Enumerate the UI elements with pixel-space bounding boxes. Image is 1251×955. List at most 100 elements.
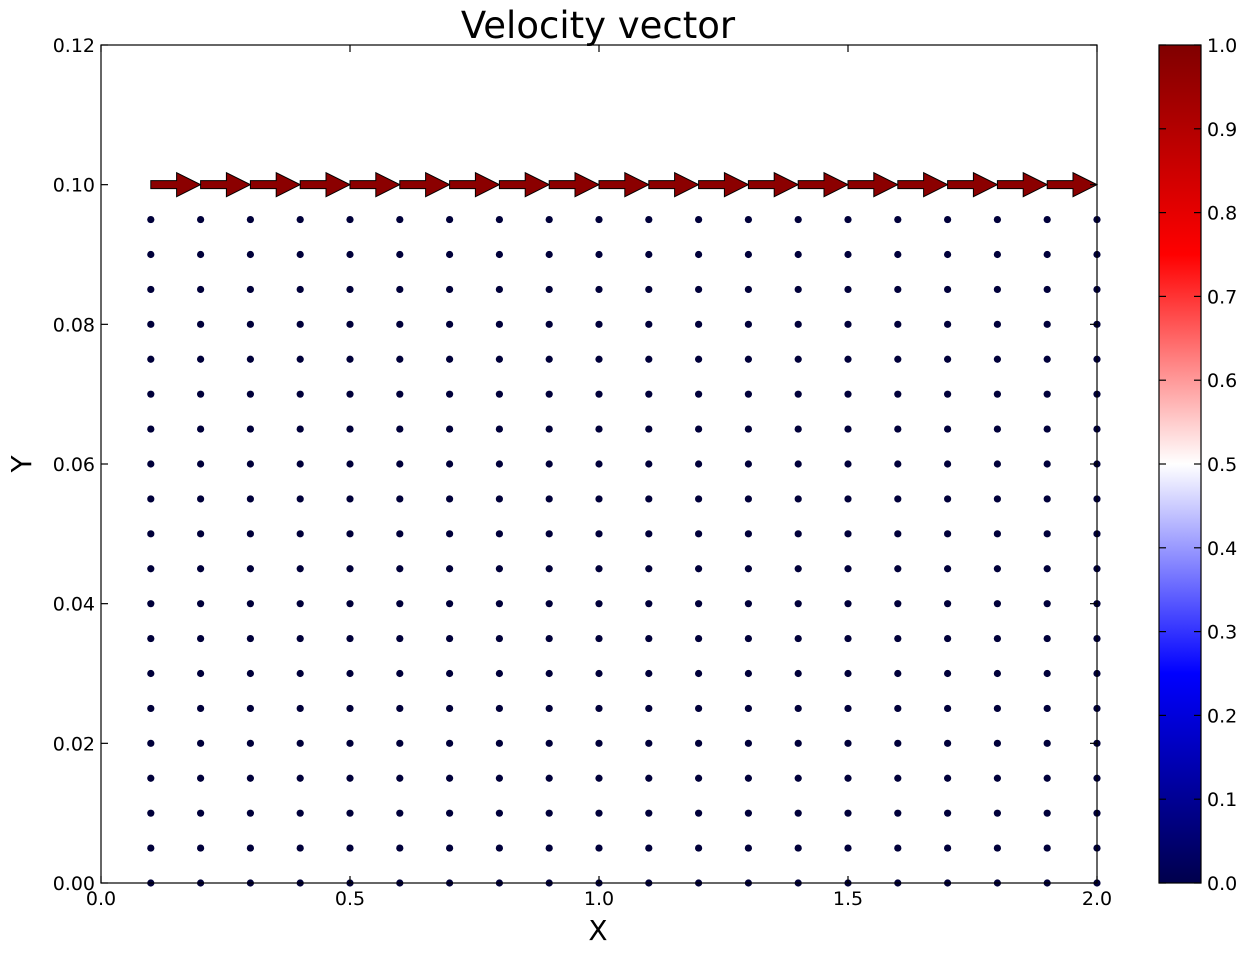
velocity-dot [396, 425, 404, 433]
velocity-dot [944, 250, 952, 259]
velocity-dot [545, 495, 553, 503]
velocity-dot [794, 600, 802, 608]
velocity-dot [595, 530, 603, 538]
y-tick-label: 0.12 [53, 35, 95, 57]
velocity-dot [1043, 215, 1051, 224]
velocity-dot [147, 844, 155, 852]
velocity-dot [695, 704, 703, 713]
velocity-dot [695, 495, 703, 503]
velocity-dot [993, 844, 1002, 852]
velocity-arrow [498, 171, 551, 198]
velocity-dot [794, 809, 802, 817]
velocity-dot [993, 425, 1002, 433]
velocity-dot [446, 355, 454, 363]
velocity-dot [197, 600, 205, 608]
velocity-dot [246, 704, 254, 713]
velocity-dot [246, 390, 254, 398]
velocity-dot [894, 215, 902, 224]
velocity-dot [695, 425, 703, 433]
velocity-dot [744, 600, 753, 608]
velocity-dot [147, 565, 155, 573]
velocity-dot [197, 704, 205, 713]
velocity-dot [595, 809, 603, 817]
velocity-dot [296, 425, 304, 433]
velocity-dot [346, 390, 354, 398]
velocity-dot [695, 634, 703, 643]
velocity-dot [993, 250, 1002, 259]
velocity-dot [744, 320, 753, 328]
velocity-dot [197, 530, 205, 538]
velocity-dot [446, 600, 454, 608]
velocity-dot [744, 355, 753, 363]
velocity-dot [495, 739, 503, 747]
velocity-dot [346, 704, 354, 713]
velocity-dot [993, 355, 1002, 363]
velocity-dot [695, 530, 703, 538]
velocity-dot [944, 634, 952, 643]
velocity-dot [346, 669, 354, 678]
velocity-dot [396, 460, 404, 468]
velocity-dot [844, 844, 852, 852]
velocity-dot [446, 390, 454, 398]
velocity-dot [844, 250, 852, 259]
colorbar-tick-label: 0.5 [1207, 454, 1237, 476]
velocity-dot [246, 739, 254, 747]
velocity-dot [1043, 390, 1051, 398]
velocity-dot [147, 530, 155, 538]
velocity-dot [794, 460, 802, 468]
velocity-dot [1043, 774, 1051, 782]
velocity-dot [794, 495, 802, 503]
x-tick-label: 0.5 [335, 888, 365, 910]
velocity-dot [296, 809, 304, 817]
velocity-dot [695, 460, 703, 468]
velocity-dot [944, 530, 952, 538]
velocity-dot [894, 669, 902, 678]
velocity-dot [197, 739, 205, 747]
velocity-dot [545, 634, 553, 643]
velocity-dot [744, 809, 753, 817]
velocity-dot [495, 530, 503, 538]
velocity-dot [446, 844, 454, 852]
velocity-dot [396, 215, 404, 224]
velocity-dot [296, 774, 304, 782]
velocity-dot [446, 739, 454, 747]
velocity-dot [744, 704, 753, 713]
velocity-dot [147, 495, 155, 503]
velocity-arrow [150, 171, 202, 198]
velocity-dot [844, 320, 852, 328]
velocity-dot [944, 460, 952, 468]
velocity-dot [595, 390, 603, 398]
velocity-dot [794, 320, 802, 328]
velocity-dot [595, 634, 603, 643]
velocity-dot [993, 634, 1002, 643]
velocity-dot [744, 495, 753, 503]
velocity-dot [944, 809, 952, 817]
velocity-dot [495, 565, 503, 573]
velocity-dot [346, 355, 354, 363]
velocity-dot [794, 215, 802, 224]
velocity-dot [844, 460, 852, 468]
velocity-dot [446, 704, 454, 713]
velocity-dot [246, 809, 254, 817]
velocity-dot [396, 600, 404, 608]
velocity-dot [545, 739, 553, 747]
velocity-dot [495, 704, 503, 713]
velocity-dot [894, 355, 902, 363]
velocity-dot [844, 530, 852, 538]
colorbar-tick-label: 0.3 [1207, 622, 1237, 644]
velocity-dot [595, 460, 603, 468]
velocity-dot [794, 774, 802, 782]
velocity-dot [246, 460, 254, 468]
velocity-arrow [797, 171, 850, 198]
velocity-arrow [1046, 171, 1099, 198]
velocity-dot [894, 565, 902, 573]
velocity-dot [396, 390, 404, 398]
velocity-dot [595, 774, 603, 782]
colorbar-tick-label: 0.9 [1207, 119, 1237, 141]
velocity-dot [944, 565, 952, 573]
velocity-dot [396, 320, 404, 328]
velocity-dot [894, 425, 902, 433]
plot-area: 0.0 0.5 1.0 1.5 2.0 0.00 0.02 0.04 0.06 0.08 0.10… [53, 35, 1112, 910]
velocity-arrow [648, 171, 700, 198]
velocity-dot [246, 250, 254, 259]
